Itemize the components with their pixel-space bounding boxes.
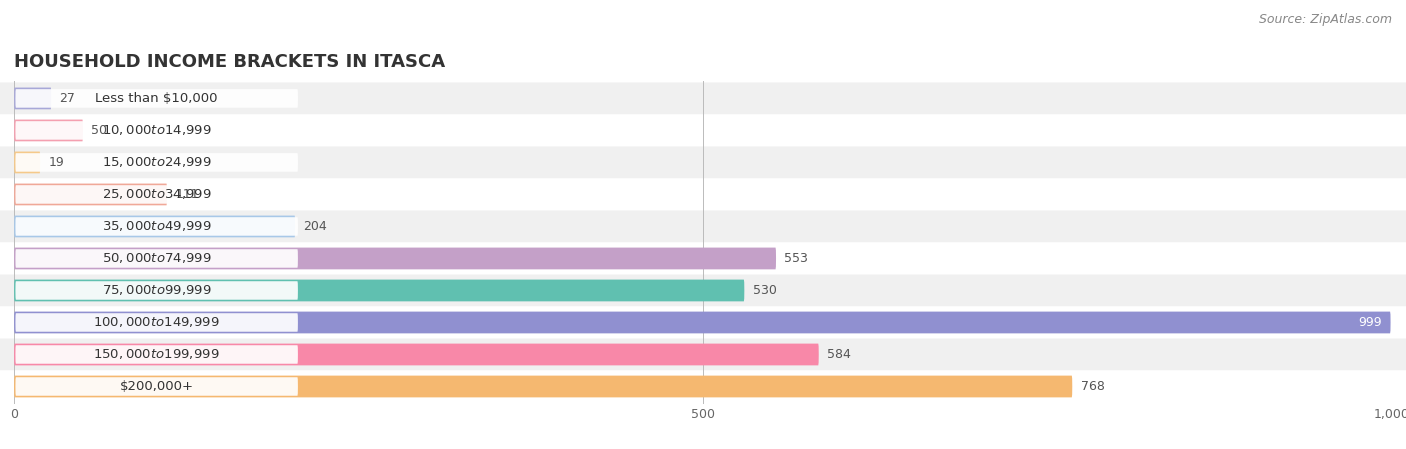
FancyBboxPatch shape xyxy=(15,153,298,172)
Text: $50,000 to $74,999: $50,000 to $74,999 xyxy=(101,251,211,265)
Text: $100,000 to $149,999: $100,000 to $149,999 xyxy=(93,316,219,330)
FancyBboxPatch shape xyxy=(14,184,167,205)
Text: 553: 553 xyxy=(785,252,808,265)
Text: 530: 530 xyxy=(752,284,776,297)
FancyBboxPatch shape xyxy=(14,343,818,365)
FancyBboxPatch shape xyxy=(15,377,298,396)
Text: 111: 111 xyxy=(176,188,198,201)
FancyBboxPatch shape xyxy=(14,247,776,269)
Text: 204: 204 xyxy=(304,220,328,233)
FancyBboxPatch shape xyxy=(15,217,298,236)
Text: Source: ZipAtlas.com: Source: ZipAtlas.com xyxy=(1258,13,1392,26)
Text: 50: 50 xyxy=(91,124,107,137)
Text: 768: 768 xyxy=(1081,380,1105,393)
FancyBboxPatch shape xyxy=(0,370,1406,402)
FancyBboxPatch shape xyxy=(0,114,1406,146)
FancyBboxPatch shape xyxy=(0,178,1406,211)
Text: 999: 999 xyxy=(1358,316,1382,329)
FancyBboxPatch shape xyxy=(14,280,744,301)
FancyBboxPatch shape xyxy=(14,88,51,109)
Text: $25,000 to $34,999: $25,000 to $34,999 xyxy=(101,187,211,202)
FancyBboxPatch shape xyxy=(15,345,298,364)
Text: 584: 584 xyxy=(827,348,851,361)
Text: $15,000 to $24,999: $15,000 to $24,999 xyxy=(101,155,211,169)
Text: $35,000 to $49,999: $35,000 to $49,999 xyxy=(101,220,211,233)
FancyBboxPatch shape xyxy=(14,312,1391,333)
FancyBboxPatch shape xyxy=(0,83,1406,114)
Text: HOUSEHOLD INCOME BRACKETS IN ITASCA: HOUSEHOLD INCOME BRACKETS IN ITASCA xyxy=(14,53,446,71)
FancyBboxPatch shape xyxy=(0,307,1406,339)
FancyBboxPatch shape xyxy=(15,121,298,140)
FancyBboxPatch shape xyxy=(0,146,1406,178)
FancyBboxPatch shape xyxy=(15,185,298,204)
FancyBboxPatch shape xyxy=(14,152,41,173)
Text: $10,000 to $14,999: $10,000 to $14,999 xyxy=(101,123,211,137)
Text: $150,000 to $199,999: $150,000 to $199,999 xyxy=(93,348,219,361)
Text: Less than $10,000: Less than $10,000 xyxy=(96,92,218,105)
FancyBboxPatch shape xyxy=(0,339,1406,370)
Text: $75,000 to $99,999: $75,000 to $99,999 xyxy=(101,283,211,298)
FancyBboxPatch shape xyxy=(14,376,1073,397)
Text: $200,000+: $200,000+ xyxy=(120,380,194,393)
FancyBboxPatch shape xyxy=(15,89,298,108)
Text: 19: 19 xyxy=(48,156,65,169)
FancyBboxPatch shape xyxy=(15,249,298,268)
FancyBboxPatch shape xyxy=(14,119,83,141)
FancyBboxPatch shape xyxy=(14,216,295,238)
FancyBboxPatch shape xyxy=(0,242,1406,274)
FancyBboxPatch shape xyxy=(0,211,1406,242)
FancyBboxPatch shape xyxy=(0,274,1406,307)
FancyBboxPatch shape xyxy=(15,313,298,332)
Text: 27: 27 xyxy=(59,92,76,105)
FancyBboxPatch shape xyxy=(15,281,298,300)
